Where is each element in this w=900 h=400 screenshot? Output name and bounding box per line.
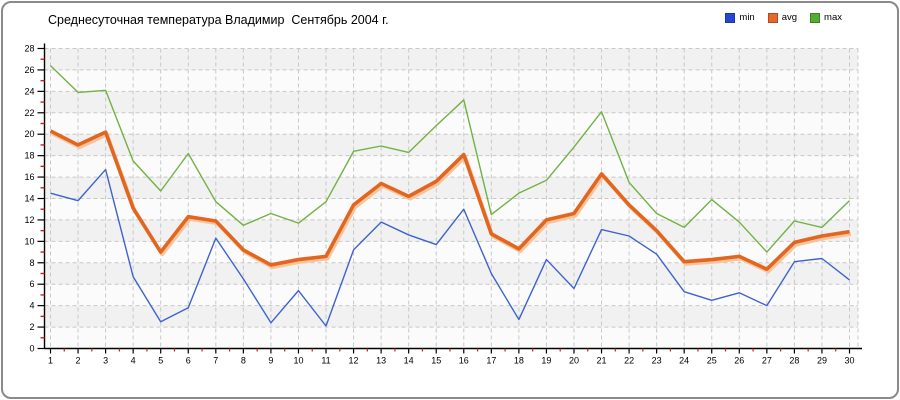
legend-item-avg[interactable]: avg	[767, 12, 798, 23]
legend-label-avg: avg	[781, 12, 798, 23]
x-tick-label: 12	[349, 356, 359, 366]
y-tick-label: 4	[29, 301, 34, 311]
x-tick-label: 9	[268, 356, 273, 366]
y-tick-label: 10	[24, 236, 34, 246]
legend-swatch-min-icon	[725, 12, 736, 23]
y-tick-label: 12	[24, 215, 34, 225]
series-max-line	[50, 65, 850, 253]
series-avg-shadow	[51, 131, 852, 274]
y-tick-label: 18	[24, 151, 34, 161]
x-tick-label: 28	[789, 356, 799, 366]
x-tick-label: 5	[158, 356, 163, 366]
legend-label-max: max	[824, 12, 842, 23]
x-tick-label: 25	[707, 356, 717, 366]
y-tick-label: 14	[24, 194, 34, 204]
y-tick-label: 26	[24, 65, 34, 75]
x-tick-label: 30	[844, 356, 854, 366]
x-tick-label: 17	[486, 356, 496, 366]
y-tick-label: 2	[29, 322, 34, 332]
plot-background	[44, 48, 858, 349]
x-tick-label: 2	[76, 356, 81, 366]
y-tick-label: 22	[24, 108, 34, 118]
x-tick-label: 1	[48, 356, 53, 366]
x-tick-label: 22	[624, 356, 634, 366]
x-tick-label: 18	[514, 356, 524, 366]
y-tick-label: 20	[24, 129, 34, 139]
x-tick-label: 11	[321, 356, 330, 366]
x-tick-label: 10	[293, 356, 303, 366]
series-avg-line	[49, 129, 850, 272]
y-tick-label: 16	[24, 172, 34, 182]
legend-item-max[interactable]: max	[810, 12, 842, 23]
y-tick-label: 6	[29, 279, 34, 289]
x-tick-label: 23	[652, 356, 662, 366]
y-tick-label: 28	[24, 44, 34, 54]
x-tick-label: 7	[213, 356, 218, 366]
chart-title: Среднесуточная температура Владимир Сент…	[48, 13, 389, 27]
series-min-line	[50, 168, 850, 327]
legend-swatch-avg-icon	[767, 12, 778, 23]
legend-swatch-max-icon	[810, 12, 821, 23]
x-tick-label: 15	[431, 356, 441, 366]
x-tick-label: 26	[734, 356, 744, 366]
x-tick-label: 3	[103, 356, 108, 366]
x-tick-label: 24	[679, 356, 689, 366]
x-tick-label: 27	[762, 356, 772, 366]
y-tick-label: 24	[24, 86, 34, 96]
x-tick-label: 16	[459, 356, 469, 366]
x-axis: 1 2 3 4 5 6 7 8 9 10 11 12 13 14 15 16 17 18 19 20 21 22 23 24 2…	[44, 347, 862, 366]
x-tick-label: 13	[376, 356, 386, 366]
x-tick-label: 19	[541, 356, 551, 366]
x-tick-label: 6	[186, 356, 191, 366]
x-tick-label: 8	[241, 356, 246, 366]
x-tick-label: 21	[597, 356, 607, 366]
legend-item-min[interactable]: min	[725, 12, 755, 23]
y-tick-label: 0	[29, 344, 34, 354]
y-tick-label: 8	[29, 258, 34, 268]
x-tick-label: 20	[569, 356, 579, 366]
x-tick-label: 4	[131, 356, 136, 366]
legend-label-min: min	[739, 12, 755, 23]
x-tick-label: 29	[817, 356, 827, 366]
legend: min avg max	[725, 12, 842, 23]
x-tick-label: 14	[404, 356, 414, 366]
